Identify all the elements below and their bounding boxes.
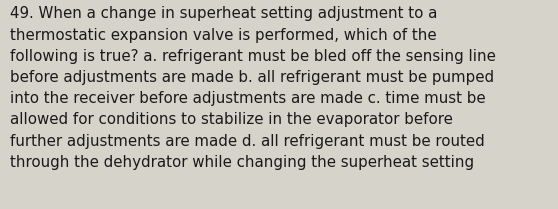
Text: 49. When a change in superheat setting adjustment to a
thermostatic expansion va: 49. When a change in superheat setting a… (10, 6, 496, 170)
